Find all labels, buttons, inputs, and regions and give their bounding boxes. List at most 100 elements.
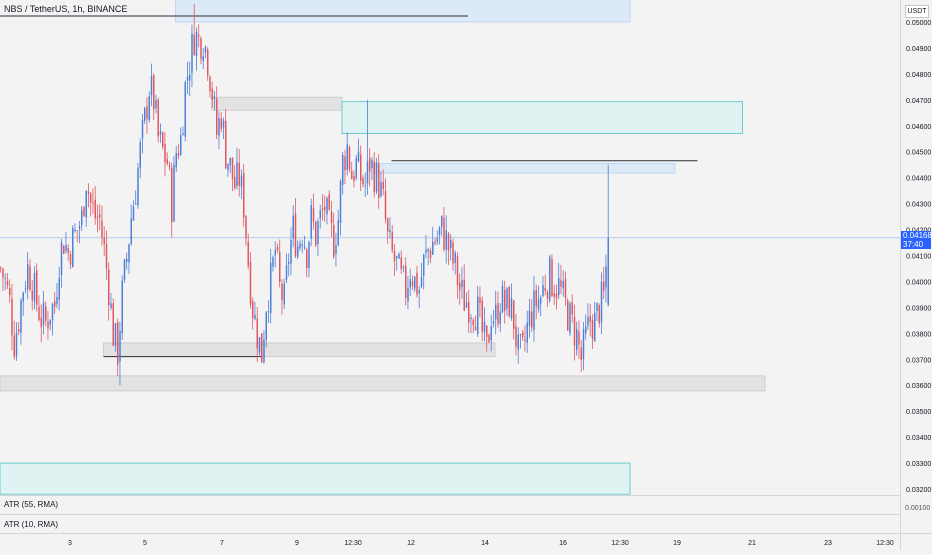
candle-body <box>411 281 414 286</box>
candle-body <box>308 241 310 269</box>
candle-body <box>168 165 171 167</box>
candle-body <box>27 264 29 290</box>
candle-body <box>117 322 119 365</box>
candle-body <box>114 323 117 346</box>
candle-body <box>508 287 510 317</box>
candle-body <box>234 177 236 189</box>
candle-body <box>265 312 267 340</box>
candle-body <box>544 287 546 291</box>
candle-body <box>582 329 585 360</box>
candle-body <box>348 147 351 170</box>
indicator-atr-10-label[interactable]: ATR (10, RMA) <box>4 520 59 529</box>
candle-body <box>360 154 362 182</box>
candle-body <box>225 120 227 169</box>
candle-body <box>173 164 175 222</box>
candle-body <box>202 55 204 61</box>
candle-body <box>146 106 148 119</box>
candle-body <box>382 181 384 189</box>
candle-body <box>272 257 274 267</box>
candle-body <box>162 132 164 148</box>
current-price-value: 0.04168 <box>903 231 932 240</box>
candle-body <box>274 250 276 256</box>
candle-body <box>553 293 555 298</box>
candle-body <box>22 292 24 302</box>
candle-body <box>47 321 49 329</box>
candle-body <box>396 256 398 258</box>
candle-body <box>139 142 141 169</box>
candle-body <box>443 217 445 250</box>
candle-body <box>578 331 580 345</box>
candle-body <box>193 34 195 55</box>
candle-body <box>207 49 209 76</box>
candle-body <box>177 153 180 156</box>
candle-body <box>461 279 463 288</box>
candle-body <box>306 249 308 269</box>
candle-body <box>465 302 468 308</box>
candle-body <box>38 306 40 320</box>
candle-body <box>479 297 481 304</box>
candle-body <box>342 155 344 185</box>
candle-body <box>524 338 526 341</box>
candle-body <box>429 250 432 258</box>
candle-body <box>333 225 335 257</box>
candle-body <box>391 231 393 251</box>
candle-body <box>434 241 436 244</box>
candle-body <box>369 158 371 172</box>
candle-body <box>101 220 103 238</box>
candle-body <box>441 215 443 227</box>
candle-body <box>103 238 105 244</box>
candle-body <box>310 205 312 239</box>
price-unit-label[interactable]: USDT <box>905 5 929 18</box>
candle-body <box>375 162 378 192</box>
candle-body <box>254 314 256 319</box>
candle-body <box>490 326 492 341</box>
candle-body <box>137 168 139 206</box>
candle-body <box>564 278 567 298</box>
candle-body <box>402 266 405 268</box>
candle-body <box>522 332 524 338</box>
time-tick-label: 16 <box>559 540 567 547</box>
candle-body <box>211 88 213 100</box>
candle-body <box>150 75 153 96</box>
candle-body <box>78 226 81 229</box>
symbol-title[interactable]: NBS / TetherUS, 1h, BINANCE <box>4 4 128 14</box>
candle-body <box>560 280 562 287</box>
price-tick-label: 0.04500 <box>906 150 931 157</box>
candle-body <box>470 317 472 320</box>
candle-body <box>477 296 479 334</box>
candle-body <box>292 215 294 239</box>
candle-body <box>468 301 470 323</box>
candle-body <box>184 81 186 137</box>
candle-body <box>456 256 459 286</box>
time-tick-label: 5 <box>143 540 147 547</box>
candle-body <box>238 163 240 186</box>
candle-body <box>261 333 263 363</box>
candle-body <box>0 267 2 269</box>
candle-body <box>414 276 416 289</box>
bar-countdown: 37:40 <box>903 240 924 249</box>
candle-body <box>515 326 517 347</box>
candle-body <box>236 162 238 187</box>
candle-body <box>344 156 346 171</box>
candle-body <box>591 319 594 339</box>
candle-body <box>153 75 155 110</box>
candle-body <box>157 99 159 137</box>
candle-body <box>297 246 299 257</box>
candle-body <box>283 283 285 305</box>
candle-body <box>513 300 515 329</box>
indicator-atr-55-label[interactable]: ATR (55, RMA) <box>4 500 59 509</box>
price-tick-label: 0.03900 <box>906 305 931 312</box>
price-tick-label: 0.04100 <box>906 254 931 261</box>
candle-body <box>328 194 330 210</box>
candle-body <box>240 175 243 187</box>
candle-body <box>600 282 603 323</box>
candle-body <box>330 211 333 223</box>
candle-body <box>573 316 576 347</box>
candle-body <box>276 247 279 251</box>
price-tick-label: 0.04700 <box>906 98 931 105</box>
candle-body <box>270 262 272 313</box>
candle-body <box>299 243 301 249</box>
time-tick-label: 7 <box>220 540 224 547</box>
